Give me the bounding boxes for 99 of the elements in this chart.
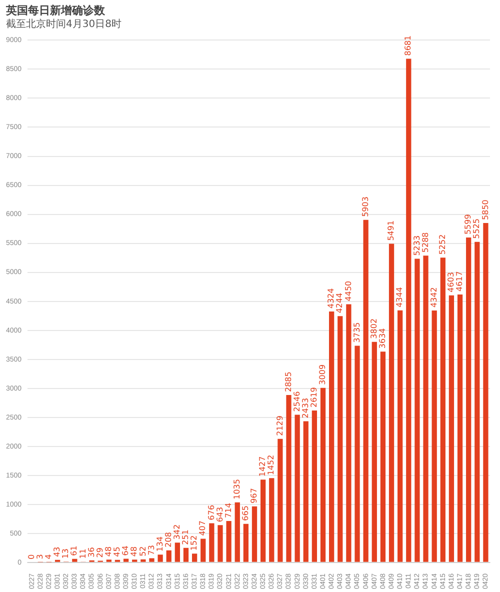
data-label: 11 xyxy=(78,548,88,559)
bar xyxy=(243,524,249,562)
data-label: 2546 xyxy=(292,391,302,412)
data-label: 43 xyxy=(52,546,62,557)
data-label: 29 xyxy=(95,548,104,558)
bar xyxy=(278,438,283,562)
data-label: 967 xyxy=(250,488,259,504)
bar xyxy=(158,554,163,562)
bar xyxy=(234,502,240,562)
data-label: 3009 xyxy=(318,364,328,385)
bar xyxy=(466,238,472,562)
data-label: 2129 xyxy=(275,416,284,436)
data-label: 665 xyxy=(241,506,250,521)
data-label: 4344 xyxy=(395,287,404,308)
bar xyxy=(123,558,129,562)
data-label: 3735 xyxy=(352,322,362,343)
data-label: 8681 xyxy=(404,35,413,56)
data-label: 45 xyxy=(112,546,122,557)
data-label: 13 xyxy=(61,548,70,559)
bar xyxy=(388,244,394,562)
data-label: 61 xyxy=(70,546,79,556)
bar xyxy=(149,558,154,562)
bar xyxy=(192,554,198,562)
data-label: 52 xyxy=(138,546,148,556)
data-label: 2885 xyxy=(284,372,293,392)
bar xyxy=(354,346,360,562)
bar xyxy=(329,312,334,562)
bar xyxy=(303,421,308,562)
bar xyxy=(183,548,189,562)
data-label: 4450 xyxy=(344,280,353,302)
data-label: 208 xyxy=(164,532,173,548)
bar xyxy=(380,352,386,562)
bar xyxy=(398,310,403,562)
data-label: 1035 xyxy=(232,479,242,500)
data-label: 4244 xyxy=(335,292,344,314)
bar xyxy=(140,559,146,562)
bar xyxy=(372,342,377,562)
bar xyxy=(269,478,274,562)
data-label: 134 xyxy=(155,536,164,552)
bar xyxy=(286,395,292,562)
data-label: 1427 xyxy=(258,456,268,477)
bar xyxy=(294,414,300,562)
data-label: 0 xyxy=(26,554,36,560)
bar xyxy=(166,550,172,562)
bar xyxy=(72,558,78,562)
bar xyxy=(260,480,266,562)
bar xyxy=(363,220,368,562)
data-label: 73 xyxy=(146,545,156,556)
data-label: 64 xyxy=(121,546,130,556)
data-label: 714 xyxy=(224,502,233,518)
bar xyxy=(338,316,343,562)
bar xyxy=(414,258,420,562)
data-label: 5525 xyxy=(472,218,482,239)
data-label: 4617 xyxy=(455,271,464,292)
bar xyxy=(432,310,437,562)
data-label: 2619 xyxy=(310,387,319,408)
bar xyxy=(200,538,206,562)
data-label: 3802 xyxy=(369,318,378,339)
bar xyxy=(406,58,412,562)
data-label: 676 xyxy=(206,504,216,520)
data-label: 251 xyxy=(181,530,190,545)
bar xyxy=(174,542,180,562)
data-label: 5903 xyxy=(360,196,370,217)
data-label: 36 xyxy=(86,547,96,558)
data-label: 48 xyxy=(104,546,114,557)
data-label: 407 xyxy=(198,520,208,536)
data-label: 5491 xyxy=(386,220,396,241)
bar xyxy=(457,294,463,562)
data-label: 3634 xyxy=(378,328,388,349)
bar xyxy=(474,242,480,562)
data-label: 48 xyxy=(130,546,139,557)
bar xyxy=(226,520,232,562)
data-label: 4 xyxy=(44,554,54,560)
chart-title: 英国每日新增确诊数 xyxy=(6,3,105,18)
bar xyxy=(320,388,326,562)
bar xyxy=(440,258,446,562)
bar xyxy=(252,506,258,562)
bar xyxy=(209,523,214,562)
data-label: 5288 xyxy=(420,232,430,253)
data-label: 5599 xyxy=(464,214,473,235)
data-label: 5252 xyxy=(438,234,447,255)
data-label: 342 xyxy=(172,524,182,540)
chart-subtitle: 截至北京时间4月30日8时 xyxy=(6,18,122,31)
data-label: 3 xyxy=(35,554,44,560)
data-label: 5233 xyxy=(412,235,422,256)
data-label: 152 xyxy=(190,535,199,551)
data-label: 4324 xyxy=(326,288,336,309)
bar xyxy=(312,410,318,562)
bar xyxy=(448,295,454,562)
data-label: 5850 xyxy=(480,200,490,220)
bar xyxy=(346,304,352,562)
data-label: 2433 xyxy=(300,398,310,418)
data-label: 1452 xyxy=(266,454,276,476)
bar xyxy=(483,222,488,562)
data-label: 643 xyxy=(215,506,224,522)
data-label: 4603 xyxy=(446,272,456,292)
bar xyxy=(218,525,223,562)
data-label: 4342 xyxy=(429,287,438,308)
bar xyxy=(423,256,428,562)
